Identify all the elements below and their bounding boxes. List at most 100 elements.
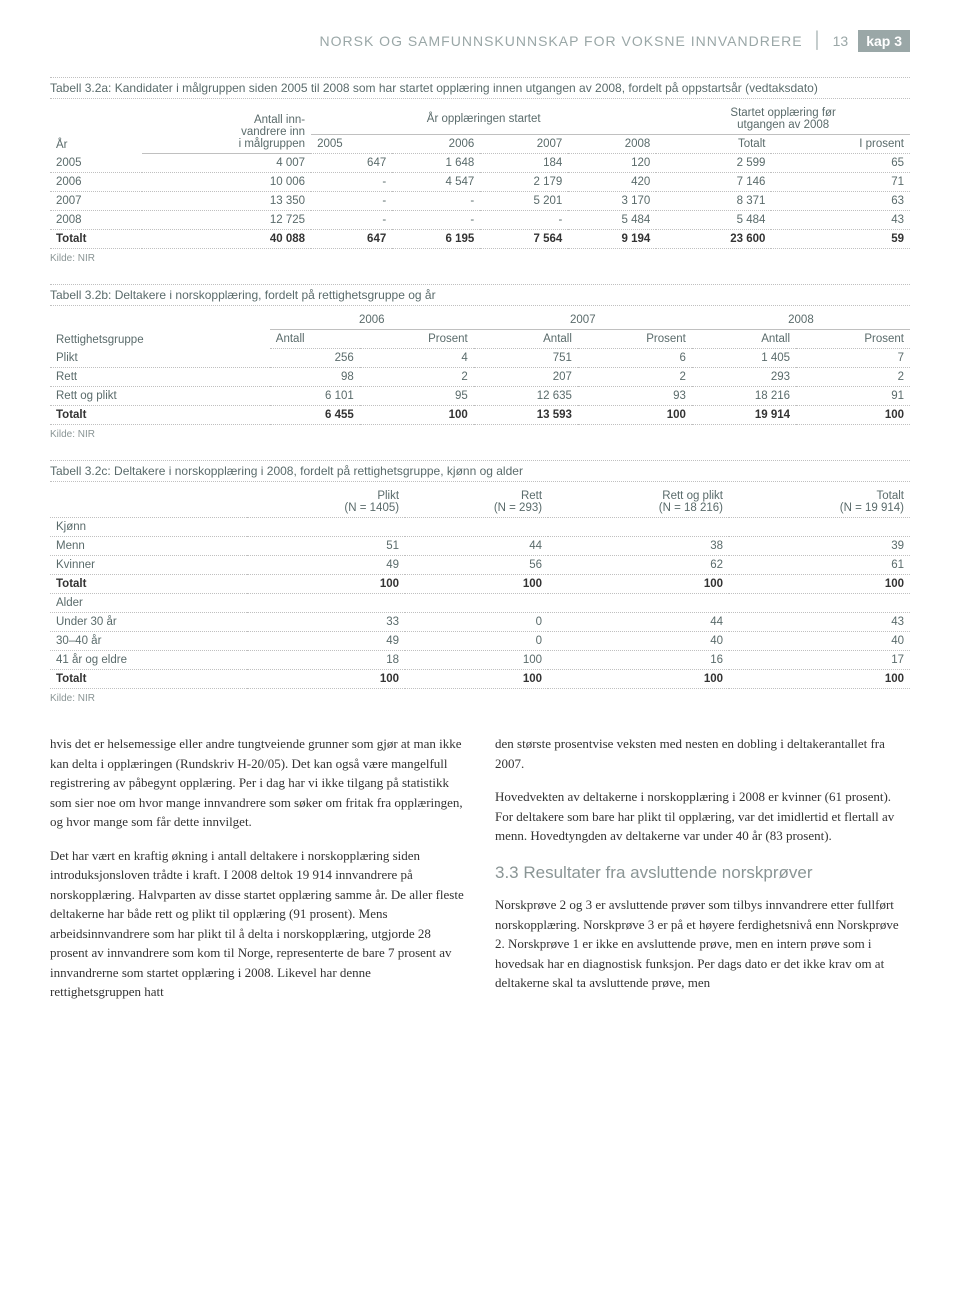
subcol: Prosent: [360, 330, 474, 349]
cell: 100: [405, 670, 548, 689]
cell: 100: [548, 575, 729, 594]
cell: 95: [360, 387, 474, 406]
subcol: 2008: [568, 135, 656, 154]
row-label: Totalt: [50, 670, 247, 689]
year-head: 2007: [474, 311, 692, 330]
cell: 100: [247, 575, 405, 594]
cell: 7 146: [656, 173, 771, 192]
cell: 420: [568, 173, 656, 192]
table-b-caption: Tabell 3.2b: Deltakere i norskopplæring,…: [50, 284, 910, 306]
cell: 40: [548, 632, 729, 651]
cell: -: [392, 211, 480, 230]
cell: 5 484: [568, 211, 656, 230]
cell: 17: [729, 651, 910, 670]
cell: 44: [405, 537, 548, 556]
cell: 93: [578, 387, 692, 406]
cell: 1 648: [392, 154, 480, 173]
cell: 59: [771, 230, 910, 249]
cell: 16: [548, 651, 729, 670]
row-label: 41 år og eldre: [50, 651, 247, 670]
cell: 2 179: [480, 173, 568, 192]
subcol: Antall: [474, 330, 578, 349]
table-b: Rettighetsgruppe 2006 2007 2008 Antall P…: [50, 311, 910, 425]
cell: 100: [405, 651, 548, 670]
cell: 647: [311, 154, 392, 173]
subcol: 2007: [480, 135, 568, 154]
body-left: hvis det er helsemessige eller andre tun…: [50, 734, 465, 1016]
cell: 33: [247, 613, 405, 632]
chapter-badge: kap 3: [858, 30, 910, 52]
cell: 100: [729, 670, 910, 689]
cell: 43: [771, 211, 910, 230]
cell: 61: [729, 556, 910, 575]
cell: 13 593: [474, 406, 578, 425]
table-b-source: Kilde: NIR: [50, 429, 910, 440]
col-head: Totalt (N = 19 914): [729, 487, 910, 518]
col-antall: Antall inn- vandrere inn i målgruppen: [142, 104, 311, 154]
cell: 12 635: [474, 387, 578, 406]
cell: 98: [270, 368, 360, 387]
table-a-caption: Tabell 3.2a: Kandidater i målgruppen sid…: [50, 77, 910, 99]
cell: 207: [474, 368, 578, 387]
cell: 0: [405, 613, 548, 632]
body-columns: hvis det er helsemessige eller andre tun…: [50, 734, 910, 1016]
row-label: Plikt: [50, 349, 270, 368]
cell: 751: [474, 349, 578, 368]
col-head: [50, 487, 247, 518]
cell: -: [311, 211, 392, 230]
subcol: Prosent: [578, 330, 692, 349]
cell: 2 599: [656, 154, 771, 173]
cell: 38: [548, 537, 729, 556]
row-label: 30–40 år: [50, 632, 247, 651]
group-mid: År opplæringen startet: [311, 104, 656, 135]
cell: 65: [771, 154, 910, 173]
header-page-number: 13: [833, 33, 849, 49]
row-label: Totalt: [50, 575, 247, 594]
cell: 100: [578, 406, 692, 425]
group-right: Startet opplæring før utgangen av 2008: [656, 104, 910, 135]
row-label: 2008: [50, 211, 142, 230]
body-p: den største prosentvise veksten med nest…: [495, 734, 910, 773]
cell: 7 564: [480, 230, 568, 249]
cell: 4 007: [142, 154, 311, 173]
cell: 5 201: [480, 192, 568, 211]
table-a: År Antall inn- vandrere inn i målgruppen…: [50, 104, 910, 249]
cell: -: [311, 173, 392, 192]
cell: 40 088: [142, 230, 311, 249]
cell: 2: [796, 368, 910, 387]
cell: -: [480, 211, 568, 230]
cell: 2: [360, 368, 474, 387]
body-p: hvis det er helsemessige eller andre tun…: [50, 734, 465, 832]
subcol: 2006: [392, 135, 480, 154]
cell: 647: [311, 230, 392, 249]
cell: 49: [247, 556, 405, 575]
table-a-source: Kilde: NIR: [50, 253, 910, 264]
cell: 100: [405, 575, 548, 594]
cell: 39: [729, 537, 910, 556]
header-divider: │: [813, 32, 823, 50]
row-label: Totalt: [50, 406, 270, 425]
col-group: Rettighetsgruppe: [50, 311, 270, 349]
section-label: Alder: [50, 594, 910, 613]
year-head: 2006: [270, 311, 474, 330]
cell: 6 195: [392, 230, 480, 249]
cell: 71: [771, 173, 910, 192]
body-right: den største prosentvise veksten med nest…: [495, 734, 910, 1016]
subcol: Antall: [692, 330, 796, 349]
cell: 4 547: [392, 173, 480, 192]
cell: 10 006: [142, 173, 311, 192]
cell: 293: [692, 368, 796, 387]
row-label: Under 30 år: [50, 613, 247, 632]
cell: 23 600: [656, 230, 771, 249]
row-label: 2005: [50, 154, 142, 173]
cell: 2: [578, 368, 692, 387]
cell: 43: [729, 613, 910, 632]
table-c: Plikt (N = 1405)Rett (N = 293)Rett og pl…: [50, 487, 910, 689]
section-label: Kjønn: [50, 518, 910, 537]
cell: 100: [247, 670, 405, 689]
cell: 9 194: [568, 230, 656, 249]
cell: 19 914: [692, 406, 796, 425]
section-heading: 3.3 Resultater fra avsluttende norskprøv…: [495, 860, 910, 886]
table-c-caption: Tabell 3.2c: Deltakere i norskopplæring …: [50, 460, 910, 482]
cell: 1 405: [692, 349, 796, 368]
